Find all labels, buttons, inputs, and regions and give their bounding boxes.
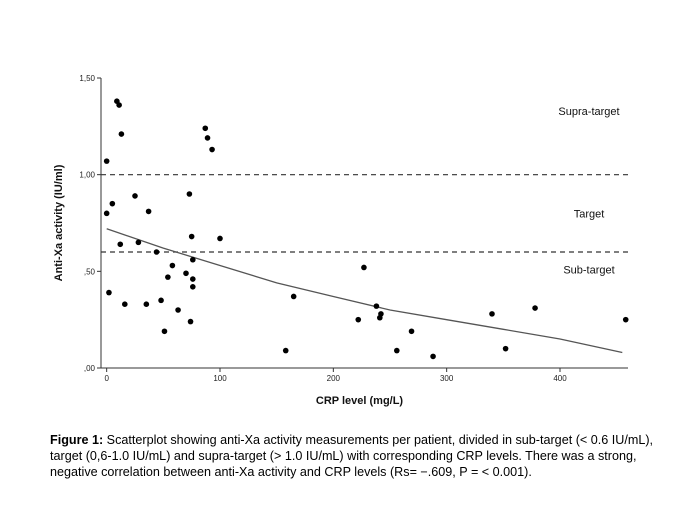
data-point — [103, 158, 110, 164]
caption-label: Figure 1: — [50, 433, 104, 447]
data-point — [106, 289, 112, 296]
data-point — [158, 297, 164, 304]
fit-line-group — [106, 228, 623, 354]
data-point — [217, 235, 223, 242]
zone-label: Supra-target — [558, 106, 619, 118]
data-point — [132, 193, 138, 199]
data-point — [373, 303, 380, 309]
y-tick-label: ,00 — [84, 364, 96, 373]
y-tick-label: ,50 — [84, 267, 96, 276]
data-point — [355, 316, 362, 323]
data-point — [165, 274, 171, 280]
data-point — [282, 347, 289, 354]
figure-caption: Figure 1: Scatterplot showing anti-Xa ac… — [50, 432, 660, 480]
fit-line — [106, 228, 623, 354]
data-point — [103, 210, 110, 217]
data-point — [116, 102, 122, 108]
x-tick-label: 0 — [104, 374, 109, 383]
reference-lines — [101, 174, 628, 253]
data-point — [186, 191, 193, 197]
data-point — [190, 276, 196, 282]
data-point — [161, 328, 168, 335]
labels: CRP level (mg/L) Anti-Xa activity (IU/ml)… — [53, 106, 620, 407]
data-point — [622, 316, 629, 323]
data-point — [290, 293, 297, 300]
data-point — [202, 125, 209, 132]
data-point — [183, 270, 189, 277]
x-tick-label: 200 — [327, 374, 341, 383]
data-point — [117, 241, 124, 248]
data-point — [187, 318, 194, 325]
axes: ,00 ,50 1,00 1,50 0 100 200 300 400 — [79, 74, 628, 383]
data-point — [489, 311, 495, 317]
data-point — [430, 353, 436, 360]
data-point — [361, 264, 367, 271]
data-point — [408, 328, 415, 335]
zone-label: Target — [574, 208, 605, 220]
data-point — [190, 256, 196, 263]
data-point — [169, 262, 176, 269]
data-point — [209, 146, 215, 153]
data-point — [502, 345, 509, 352]
data-point — [135, 239, 142, 246]
scatter-chart: ,00 ,50 1,00 1,50 0 100 200 300 400 CRP level (m… — [53, 74, 629, 407]
data-point — [153, 249, 160, 255]
data-point — [394, 347, 400, 354]
data-point — [378, 311, 384, 317]
y-axis-title: Anti-Xa activity (IU/ml) — [53, 164, 65, 281]
x-tick-label: 100 — [213, 374, 227, 383]
y-tick-label: 1,00 — [79, 171, 95, 180]
data-point — [175, 307, 181, 313]
data-point — [188, 233, 195, 240]
data-point — [122, 301, 128, 308]
zone-label: Sub-target — [563, 264, 614, 276]
y-tick-label: 1,50 — [79, 74, 95, 83]
x-axis-title: CRP level (mg/L) — [316, 395, 404, 407]
data-point — [532, 305, 538, 311]
caption-text: Scatterplot showing anti-Xa activity mea… — [50, 433, 654, 479]
x-tick-label: 400 — [553, 374, 567, 383]
data-point — [190, 284, 196, 290]
data-point — [109, 200, 116, 207]
data-point — [143, 301, 150, 308]
data-point — [118, 131, 125, 137]
data-point — [145, 208, 152, 215]
data-point — [204, 135, 211, 141]
x-tick-label: 300 — [440, 374, 454, 383]
data-points — [103, 98, 629, 360]
